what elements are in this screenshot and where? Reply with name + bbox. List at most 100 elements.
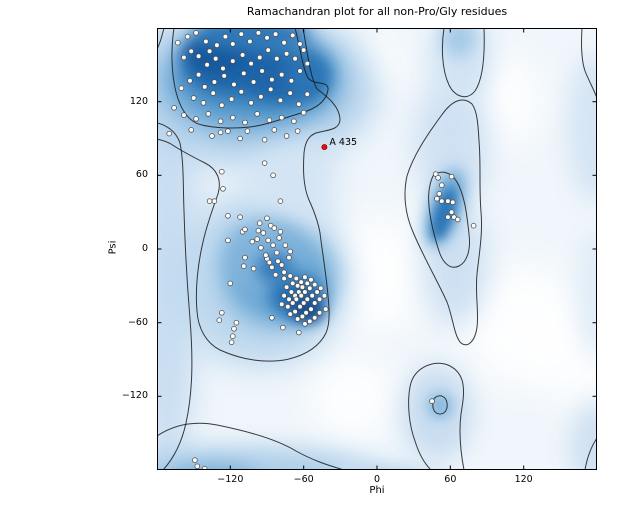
residue-point xyxy=(193,30,199,36)
x-axis-label: Phi xyxy=(369,485,385,496)
residue-point xyxy=(286,254,292,261)
residue-point xyxy=(238,89,245,95)
residue-point xyxy=(225,128,231,134)
residue-point xyxy=(193,116,199,122)
residue-point xyxy=(450,199,456,206)
density-blob xyxy=(329,216,425,332)
residue-point xyxy=(256,220,263,226)
residue-point xyxy=(272,272,279,278)
residue-point xyxy=(429,398,435,404)
residue-point xyxy=(271,225,278,231)
residue-point xyxy=(300,300,307,306)
plot-canvas: A 435 xyxy=(157,28,597,470)
residue-point xyxy=(288,289,295,295)
residue-point xyxy=(298,292,304,299)
residue-point xyxy=(230,114,236,121)
density-blob xyxy=(252,118,336,242)
residue-point xyxy=(294,128,301,134)
residue-point xyxy=(311,281,318,288)
residue-point xyxy=(281,39,287,46)
residue-point xyxy=(470,222,477,229)
residue-point xyxy=(221,73,227,79)
residue-point xyxy=(219,168,225,175)
residue-point xyxy=(242,119,248,126)
residue-point xyxy=(259,68,265,74)
residue-point xyxy=(181,112,187,118)
residue-point xyxy=(220,186,226,192)
residue-point xyxy=(445,214,451,220)
residue-point xyxy=(239,52,246,58)
density-blob xyxy=(427,393,453,419)
residue-point xyxy=(204,62,210,68)
density-blob xyxy=(157,446,380,470)
residue-point xyxy=(283,284,290,290)
residue-point xyxy=(274,249,280,256)
residue-point xyxy=(292,308,298,315)
x-tick-label: −120 xyxy=(217,474,244,485)
residue-point xyxy=(264,35,270,41)
contour-bottom-right-outer xyxy=(408,362,465,470)
residue-point xyxy=(184,33,191,40)
residue-point xyxy=(439,182,445,188)
residue-point xyxy=(314,289,320,295)
residue-point xyxy=(307,318,313,325)
contour-top-balloon xyxy=(441,28,485,98)
residue-point xyxy=(311,315,318,321)
contour-left-handed-inner xyxy=(428,171,470,268)
y-tick-label: −60 xyxy=(127,316,148,328)
y-tick-label: 0 xyxy=(141,243,148,254)
residue-point xyxy=(248,60,254,67)
residue-point xyxy=(266,259,273,266)
residue-point xyxy=(278,114,285,121)
residue-point xyxy=(225,213,231,219)
residue-point xyxy=(194,463,201,470)
residue-point xyxy=(300,109,307,116)
residue-point xyxy=(285,303,291,310)
density-layer xyxy=(157,28,597,470)
residue-point xyxy=(247,38,253,45)
residue-point xyxy=(297,303,303,310)
residue-point xyxy=(231,81,237,88)
residue-point xyxy=(250,265,257,272)
residue-point xyxy=(277,97,284,104)
outlier-layer: A 435 xyxy=(321,137,357,151)
contour-corner-top-right xyxy=(580,28,597,99)
residue-point xyxy=(293,296,300,303)
residue-point xyxy=(237,135,243,142)
residue-point xyxy=(188,48,194,55)
residue-point xyxy=(316,296,323,303)
residue-point xyxy=(217,129,224,136)
density-blob xyxy=(339,461,445,470)
residue-point xyxy=(296,101,302,107)
y-tick-label: 60 xyxy=(135,169,148,181)
residue-point xyxy=(283,51,290,57)
residue-point xyxy=(220,65,226,72)
density-blob xyxy=(194,28,310,50)
residue-point xyxy=(308,306,314,312)
density-blob xyxy=(577,228,597,358)
residue-point xyxy=(321,292,328,299)
residue-point xyxy=(286,296,292,303)
residue-point xyxy=(271,127,278,133)
residue-point xyxy=(302,321,308,327)
residue-point xyxy=(278,71,285,78)
residue-point xyxy=(269,315,275,321)
residue-point xyxy=(302,289,308,295)
residue-point xyxy=(211,198,218,204)
residue-point xyxy=(280,324,286,331)
residue-point xyxy=(275,258,281,265)
residue-point xyxy=(230,58,236,64)
residue-point xyxy=(255,227,262,234)
residue-point xyxy=(211,79,218,85)
residue-point xyxy=(261,136,268,143)
residue-point xyxy=(228,96,235,102)
residue-point xyxy=(222,33,229,40)
contour-beta-inner xyxy=(171,28,329,129)
residue-point xyxy=(192,457,198,463)
residue-point xyxy=(289,32,296,39)
residue-point xyxy=(200,100,207,106)
y-tick-label: −120 xyxy=(121,390,148,402)
residue-point xyxy=(454,216,461,223)
axes-frame xyxy=(157,28,597,470)
